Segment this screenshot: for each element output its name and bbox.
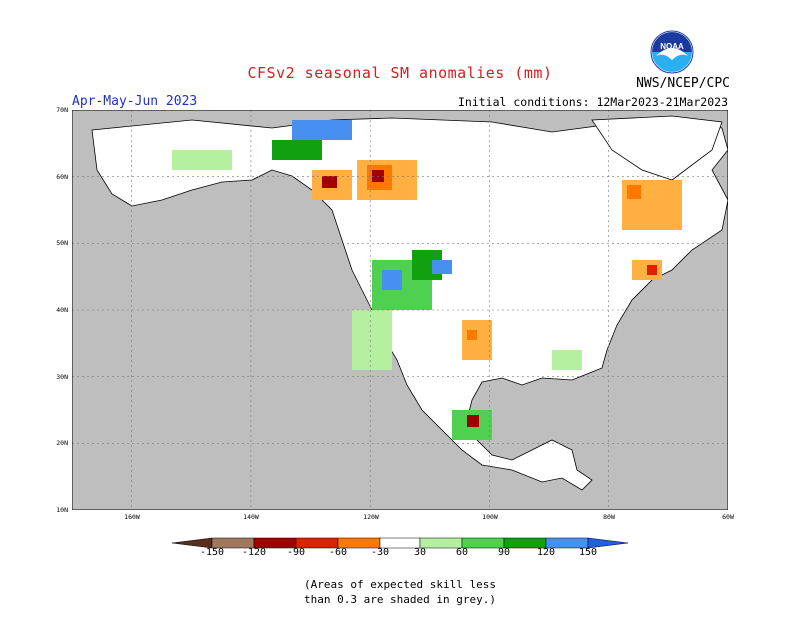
lon-label-140w: 140W <box>243 513 259 521</box>
lon-label-100w: 100W <box>482 513 498 521</box>
lat-label-30n: 30N <box>56 373 68 381</box>
lat-label-10n: 10N <box>56 506 68 514</box>
colorbar-label: 90 <box>497 547 511 558</box>
colorbar-label: -90 <box>286 547 306 558</box>
svg-text:NOAA: NOAA <box>660 42 684 51</box>
colorbar-label: -30 <box>370 547 390 558</box>
lat-label-20n: 20N <box>56 439 68 447</box>
anomaly-map <box>72 110 728 510</box>
lat-label-70n: 70N <box>56 106 68 114</box>
colorbar-label: -60 <box>328 547 348 558</box>
anomaly-patches <box>172 120 682 440</box>
lat-label-40n: 40N <box>56 306 68 314</box>
colorbar-label: 60 <box>455 547 469 558</box>
skill-note: (Areas of expected skill less than 0.3 a… <box>0 577 800 607</box>
skill-note-line-1: (Areas of expected skill less <box>303 578 497 591</box>
land-greenland <box>591 115 723 181</box>
lat-label-50n: 50N <box>56 239 68 247</box>
lat-label-60n: 60N <box>56 173 68 181</box>
noaa-logo: NOAA <box>650 30 694 74</box>
season-label: Apr-May-Jun 2023 <box>72 94 198 109</box>
lon-label-160w: 160W <box>124 513 140 521</box>
lon-label-80w: 80W <box>603 513 615 521</box>
agency-label: NWS/NCEP/CPC <box>636 76 730 91</box>
lat-lon-grid <box>72 110 728 510</box>
colorbar-label: 120 <box>536 547 556 558</box>
colorbar-label: -150 <box>199 547 225 558</box>
colorbar <box>172 537 628 549</box>
map-title: CFSv2 seasonal SM anomalies (mm) <box>247 64 553 82</box>
colorbar-label: 30 <box>413 547 427 558</box>
skill-note-line-2: than 0.3 are shaded in grey.) <box>303 593 497 606</box>
colorbar-label: -120 <box>241 547 267 558</box>
colorbar-label: 150 <box>578 547 598 558</box>
initial-conditions-label: Initial conditions: 12Mar2023-21Mar2023 <box>457 95 728 109</box>
lon-label-120w: 120W <box>363 513 379 521</box>
lon-label-60w: 60W <box>722 513 734 521</box>
